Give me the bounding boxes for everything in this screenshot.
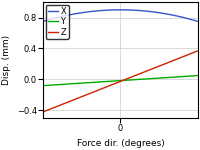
Y bbox=[134, 79, 136, 81]
X bbox=[42, 20, 45, 22]
Y bbox=[42, 85, 45, 87]
Line: Z: Z bbox=[43, 51, 198, 112]
Y bbox=[197, 75, 199, 76]
Y-axis label: Disp. (mm): Disp. (mm) bbox=[2, 35, 11, 85]
Z bbox=[42, 111, 45, 113]
Z bbox=[197, 50, 199, 52]
Y bbox=[172, 76, 175, 78]
X-axis label: Force dir. (degrees): Force dir. (degrees) bbox=[77, 139, 164, 148]
X bbox=[42, 21, 44, 22]
Y bbox=[182, 76, 185, 77]
X bbox=[135, 9, 137, 11]
X bbox=[119, 9, 121, 11]
Z bbox=[172, 60, 175, 61]
Z bbox=[137, 74, 139, 75]
Line: X: X bbox=[43, 10, 198, 21]
X bbox=[183, 17, 185, 18]
Legend: X, Y, Z: X, Y, Z bbox=[46, 5, 69, 39]
Z bbox=[42, 111, 44, 113]
Z bbox=[182, 56, 185, 57]
Y bbox=[42, 85, 44, 87]
Z bbox=[134, 75, 136, 77]
X bbox=[137, 10, 140, 11]
Y bbox=[134, 79, 136, 81]
X bbox=[134, 9, 136, 11]
Z bbox=[134, 75, 136, 76]
Y bbox=[137, 79, 139, 80]
X bbox=[173, 15, 175, 16]
X bbox=[197, 21, 199, 22]
Line: Y: Y bbox=[43, 76, 198, 86]
